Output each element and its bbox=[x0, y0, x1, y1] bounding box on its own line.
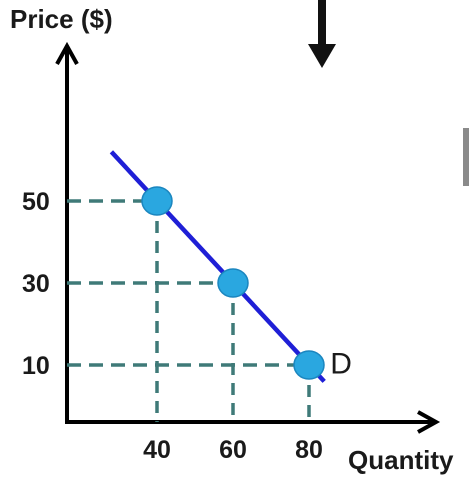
cursor-bar bbox=[463, 128, 469, 186]
x-tick-label: 80 bbox=[295, 436, 323, 464]
x-axis-title: Quantity bbox=[348, 445, 454, 475]
y-tick-labels: 10 30 50 bbox=[22, 188, 50, 380]
x-tick-label: 40 bbox=[143, 436, 171, 464]
data-points bbox=[141, 186, 325, 380]
x-tick-labels: 40 60 80 bbox=[143, 436, 323, 464]
data-point bbox=[293, 350, 325, 380]
y-axis-title: Price ($) bbox=[10, 4, 113, 34]
x-axis-arrow-icon bbox=[417, 410, 441, 434]
data-point bbox=[141, 186, 173, 216]
demand-curve bbox=[109, 150, 326, 383]
y-tick-label: 10 bbox=[22, 352, 50, 380]
y-axis-arrow-icon bbox=[55, 41, 79, 65]
data-point bbox=[217, 268, 249, 298]
demand-curve-label: D bbox=[330, 347, 352, 380]
down-arrow-icon bbox=[308, 0, 336, 68]
x-tick-label: 60 bbox=[219, 436, 247, 464]
y-tick-label: 50 bbox=[22, 188, 50, 216]
y-tick-label: 30 bbox=[22, 270, 50, 298]
